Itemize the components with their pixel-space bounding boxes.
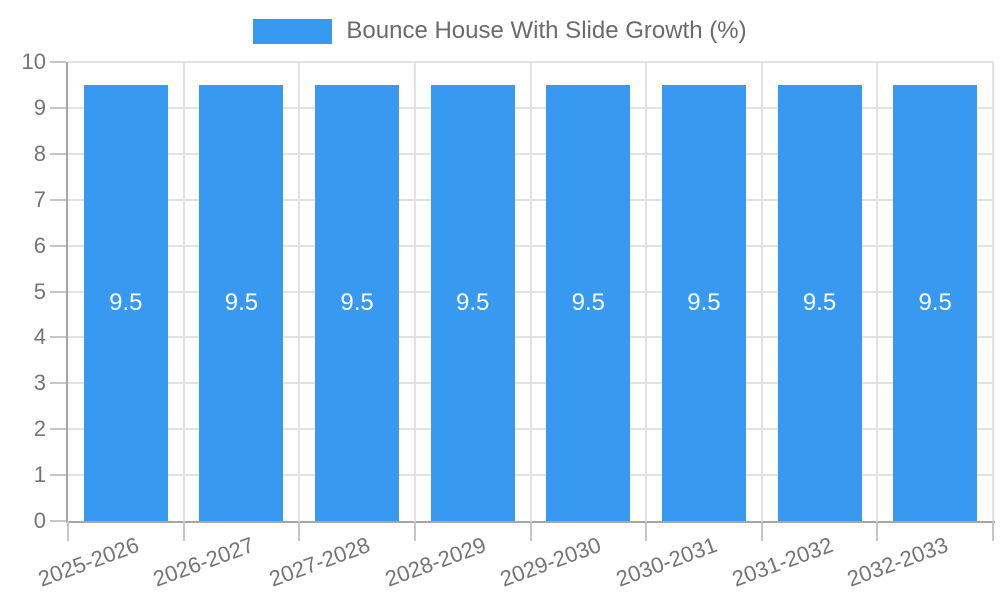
y-tick-label: 4 <box>33 324 46 350</box>
y-axis-tick <box>50 244 66 247</box>
y-tick-label: 8 <box>33 140 46 166</box>
y-axis-tick <box>50 428 66 431</box>
x-axis-tick <box>645 521 648 541</box>
y-tick-label: 9 <box>33 94 46 120</box>
bar-value-label: 9.5 <box>802 288 837 316</box>
x-axis-tick <box>413 521 416 541</box>
y-axis-tick <box>50 106 66 109</box>
y-axis-tick <box>50 61 66 63</box>
y-tick-label: 6 <box>33 232 46 258</box>
x-axis-tick <box>298 521 301 541</box>
grid-line-vertical <box>413 62 416 521</box>
x-axis-tick <box>529 521 532 541</box>
bar[interactable]: 9.5 <box>83 84 168 521</box>
bar-value-label: 9.5 <box>456 288 490 316</box>
x-axis-tick <box>182 521 185 541</box>
bar[interactable]: 9.5 <box>546 84 631 521</box>
y-tick-label: 2 <box>33 416 46 442</box>
bar[interactable]: 9.5 <box>430 84 515 521</box>
y-tick-label: 5 <box>33 278 46 304</box>
y-tick-label: 3 <box>33 370 46 396</box>
chart-legend[interactable]: Bounce House With Slide Growth (%) <box>0 18 1000 44</box>
grid-line-vertical <box>992 62 994 521</box>
bar-value-label: 9.5 <box>224 288 259 316</box>
bar[interactable]: 9.5 <box>893 84 978 521</box>
bar[interactable]: 9.5 <box>315 84 400 521</box>
y-axis-tick <box>50 290 66 293</box>
grid-line-vertical <box>529 62 532 521</box>
y-axis-tick <box>50 382 66 385</box>
bar[interactable]: 9.5 <box>661 84 746 521</box>
y-tick-label: 7 <box>33 186 46 212</box>
y-axis-tick <box>50 474 66 477</box>
x-axis-tick <box>760 521 763 541</box>
y-tick-label: 10 <box>21 49 46 74</box>
y-axis-tick <box>50 152 66 155</box>
x-axis-tick <box>992 521 994 541</box>
grid-line-vertical <box>876 62 879 521</box>
y-tick-label: 1 <box>33 462 46 488</box>
grid-line-vertical <box>645 62 648 521</box>
legend-swatch <box>253 18 333 44</box>
grid-line-vertical <box>298 62 301 521</box>
bar-value-label: 9.5 <box>340 288 374 316</box>
bar[interactable]: 9.5 <box>777 84 862 521</box>
y-tick-label: 0 <box>33 508 46 533</box>
bar[interactable]: 9.5 <box>199 84 284 521</box>
bar-value-label: 9.5 <box>687 288 721 316</box>
bar-value-label: 9.5 <box>571 288 605 316</box>
legend-label: Bounce House With Slide Growth (%) <box>346 17 747 44</box>
y-axis-tick <box>50 520 66 522</box>
y-axis-line <box>66 62 68 521</box>
x-axis-tick <box>876 521 879 541</box>
y-axis-tick <box>50 198 66 201</box>
grid-line-vertical <box>182 62 185 521</box>
grid-line-vertical <box>760 62 763 521</box>
bar-value-label: 9.5 <box>109 288 143 316</box>
bar-value-label: 9.5 <box>918 288 952 316</box>
y-axis-tick <box>50 336 66 339</box>
x-axis-tick <box>67 521 69 541</box>
plot-area: 9.5 9.5 9.5 9.5 9.5 9.5 9.5 9.5 <box>68 61 994 521</box>
